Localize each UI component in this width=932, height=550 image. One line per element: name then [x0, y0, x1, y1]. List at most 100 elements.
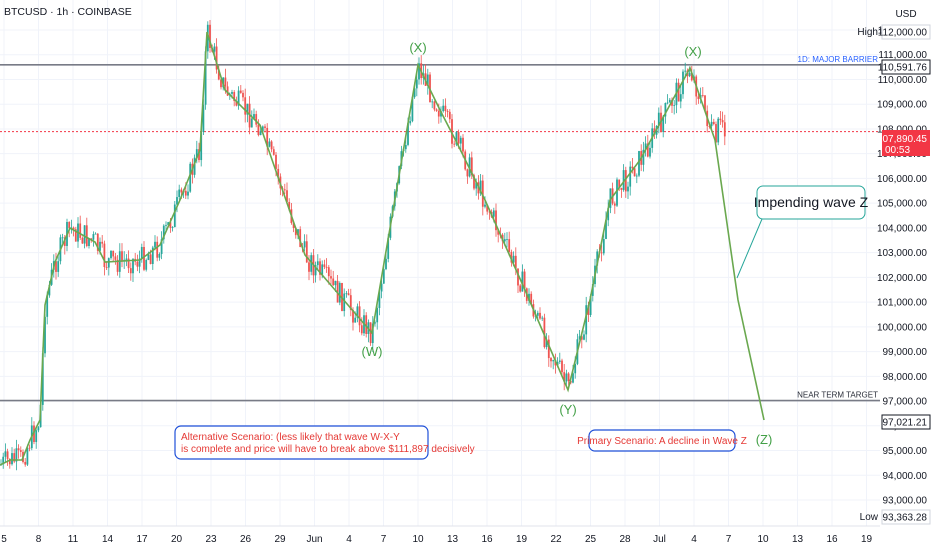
- wave-line: [0, 31, 765, 466]
- x-tick-label: 13: [792, 534, 804, 545]
- candle-body: [523, 271, 526, 289]
- candle-body: [453, 143, 456, 145]
- candle-body: [539, 312, 541, 319]
- y-tick-label: 99,000.00: [883, 347, 928, 358]
- candle-body: [327, 267, 330, 277]
- y-tick-label: 110,000.00: [878, 75, 928, 86]
- time-axis[interactable]: 5 8 11 14 17 20 23 26 29 Jun 4 7 10 13 16 19 22 25 28 Jul 4 7…: [0, 525, 880, 550]
- x-tick-label: 23: [205, 534, 217, 545]
- candle-body: [147, 254, 150, 260]
- candle-body: [618, 179, 621, 188]
- alternative-scenario-box[interactable]: [174, 425, 429, 460]
- x-tick-label: 28: [619, 534, 631, 545]
- candle-body: [701, 95, 704, 96]
- candle-body: [250, 118, 253, 128]
- candle-body: [253, 114, 255, 119]
- candle-body: [600, 252, 603, 254]
- y-tick-label: 106,000.00: [877, 174, 927, 185]
- candle-body: [387, 237, 390, 259]
- x-tick-label: 5: [1, 534, 7, 545]
- candle-body: [103, 243, 106, 268]
- candle-body: [195, 149, 198, 158]
- candle-body: [44, 316, 46, 354]
- candle-body: [530, 293, 533, 305]
- x-tick-label: 19: [861, 534, 873, 545]
- x-tick-label: 20: [171, 534, 183, 545]
- candle-body: [506, 239, 508, 240]
- candle-body: [336, 280, 339, 303]
- candle-body: [17, 448, 20, 451]
- candle-body: [235, 101, 238, 106]
- high-badge: [881, 24, 931, 40]
- candle-body: [418, 63, 420, 80]
- candle-body: [270, 141, 273, 150]
- candle-body: [664, 103, 667, 117]
- candle-body: [294, 227, 297, 236]
- y-tick-label: 98,000.00: [883, 372, 928, 383]
- candle-body: [61, 237, 64, 239]
- candle-body: [455, 132, 458, 145]
- x-tick-label: 19: [516, 534, 528, 545]
- high-value: 112,000.00: [878, 28, 928, 39]
- candle-body: [657, 112, 660, 126]
- candle-body: [673, 105, 676, 106]
- candle-body: [356, 306, 359, 318]
- candle-body: [277, 168, 280, 177]
- candle-body: [299, 229, 302, 247]
- candle-body: [345, 293, 348, 295]
- candle-body: [512, 255, 515, 263]
- candle-body: [446, 110, 449, 112]
- candle-body: [380, 283, 383, 292]
- candle-body: [180, 189, 183, 193]
- candle-body: [149, 254, 152, 264]
- candle-body: [554, 360, 557, 366]
- current-price-value: 107,890.45: [877, 134, 927, 145]
- primary-scenario-box[interactable]: [588, 429, 736, 452]
- alternative-scenario-line1: Alternative Scenario: (less likely that …: [181, 432, 400, 443]
- candle-body: [541, 317, 544, 319]
- candle-body: [101, 241, 104, 244]
- candle-body: [440, 111, 442, 117]
- candle-body: [411, 97, 414, 122]
- candle-body: [484, 204, 486, 207]
- x-tick-label: 8: [36, 534, 42, 545]
- candle-body: [563, 372, 566, 382]
- candle-body: [358, 306, 361, 326]
- candle-body: [96, 233, 99, 251]
- candle-body: [433, 101, 436, 110]
- candle-body: [35, 430, 38, 442]
- y-tick-labels: 112,000.00 111,000.00 110,000.00 109,000.00…: [877, 26, 927, 507]
- candle-body: [354, 317, 357, 323]
- impending-wave-callout[interactable]: [756, 185, 866, 220]
- candle-body: [231, 92, 233, 94]
- candle-body: [11, 453, 13, 465]
- candle-body: [8, 458, 11, 465]
- time-axis-background: [0, 526, 880, 550]
- candle-body: [407, 123, 409, 145]
- wave-label-z: (Z): [756, 432, 773, 447]
- candle-body: [561, 360, 563, 373]
- candle-body: [671, 99, 673, 106]
- price-axis[interactable]: USD 112,000.00 111,000.00 110,000.00 109,00…: [877, 0, 932, 550]
- candle-body: [378, 291, 381, 309]
- wave-label-x1: (X): [409, 40, 426, 55]
- impending-wave-text: Impending wave Z: [754, 194, 869, 210]
- x-tick-label: 25: [585, 534, 597, 545]
- candle-body: [213, 46, 216, 52]
- candle-body: [451, 119, 453, 144]
- near-term-target-label: NEAR TERM TARGET: [797, 391, 878, 400]
- candle-body: [565, 373, 568, 382]
- candle-body: [145, 259, 148, 270]
- x-tick-label: 26: [240, 534, 252, 545]
- x-tick-labels: 5 8 11 14 17 20 23 26 29 Jun 4 7 10 13 16 19 22 25 28 Jul 4 7…: [1, 534, 872, 545]
- candle-body: [596, 251, 599, 266]
- candle-body: [470, 157, 473, 176]
- candle-body: [635, 175, 638, 177]
- candle-body: [275, 154, 277, 169]
- candle-body: [314, 265, 317, 276]
- candle-body: [437, 110, 440, 117]
- y-tick-label: 95,000.00: [883, 446, 928, 457]
- candle-body: [83, 225, 86, 244]
- candle-body: [226, 86, 229, 96]
